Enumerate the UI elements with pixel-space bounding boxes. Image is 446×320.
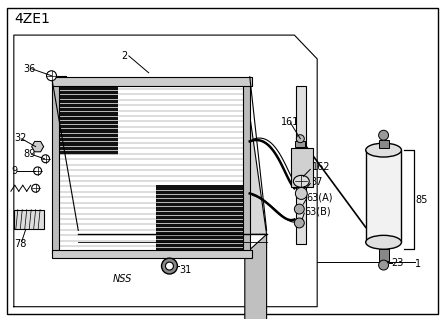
- Ellipse shape: [293, 175, 309, 187]
- Text: 36: 36: [24, 64, 36, 74]
- Bar: [295, 141, 305, 147]
- Polygon shape: [245, 234, 267, 320]
- Circle shape: [165, 262, 173, 270]
- Text: 87: 87: [310, 177, 322, 187]
- Bar: [51, 77, 252, 86]
- Circle shape: [41, 155, 50, 163]
- Bar: [243, 81, 250, 254]
- Bar: [379, 249, 388, 261]
- Bar: [51, 81, 59, 254]
- Circle shape: [161, 258, 178, 274]
- Text: 4ZE1: 4ZE1: [14, 12, 50, 26]
- Text: 63(A): 63(A): [306, 192, 333, 202]
- Bar: [57, 81, 245, 254]
- Circle shape: [379, 130, 388, 140]
- Text: 9: 9: [12, 166, 18, 176]
- Text: 63(B): 63(B): [304, 206, 331, 216]
- Bar: [51, 250, 252, 258]
- Text: 23: 23: [392, 258, 404, 268]
- Text: 89: 89: [24, 148, 36, 158]
- Bar: [156, 185, 245, 252]
- Text: 31: 31: [179, 265, 192, 275]
- Circle shape: [33, 167, 41, 175]
- Bar: [366, 150, 401, 242]
- Ellipse shape: [366, 235, 401, 249]
- Text: NSS: NSS: [113, 274, 132, 284]
- Text: 85: 85: [415, 195, 428, 205]
- Circle shape: [294, 204, 304, 214]
- Ellipse shape: [366, 143, 401, 157]
- Polygon shape: [32, 141, 44, 152]
- Text: 161: 161: [281, 117, 299, 127]
- Text: 78: 78: [14, 239, 26, 249]
- Circle shape: [46, 71, 57, 81]
- Bar: [291, 148, 313, 187]
- Text: 162: 162: [312, 163, 331, 172]
- Circle shape: [379, 260, 388, 270]
- Text: 32: 32: [14, 133, 26, 143]
- Circle shape: [296, 135, 304, 143]
- Bar: [296, 86, 306, 244]
- Bar: [14, 210, 44, 229]
- Text: 2: 2: [121, 51, 127, 61]
- Circle shape: [294, 218, 304, 228]
- Bar: [379, 140, 388, 148]
- Text: 1: 1: [415, 259, 421, 269]
- Circle shape: [32, 184, 40, 192]
- Bar: [58, 83, 118, 155]
- Circle shape: [295, 188, 307, 199]
- Polygon shape: [57, 81, 267, 234]
